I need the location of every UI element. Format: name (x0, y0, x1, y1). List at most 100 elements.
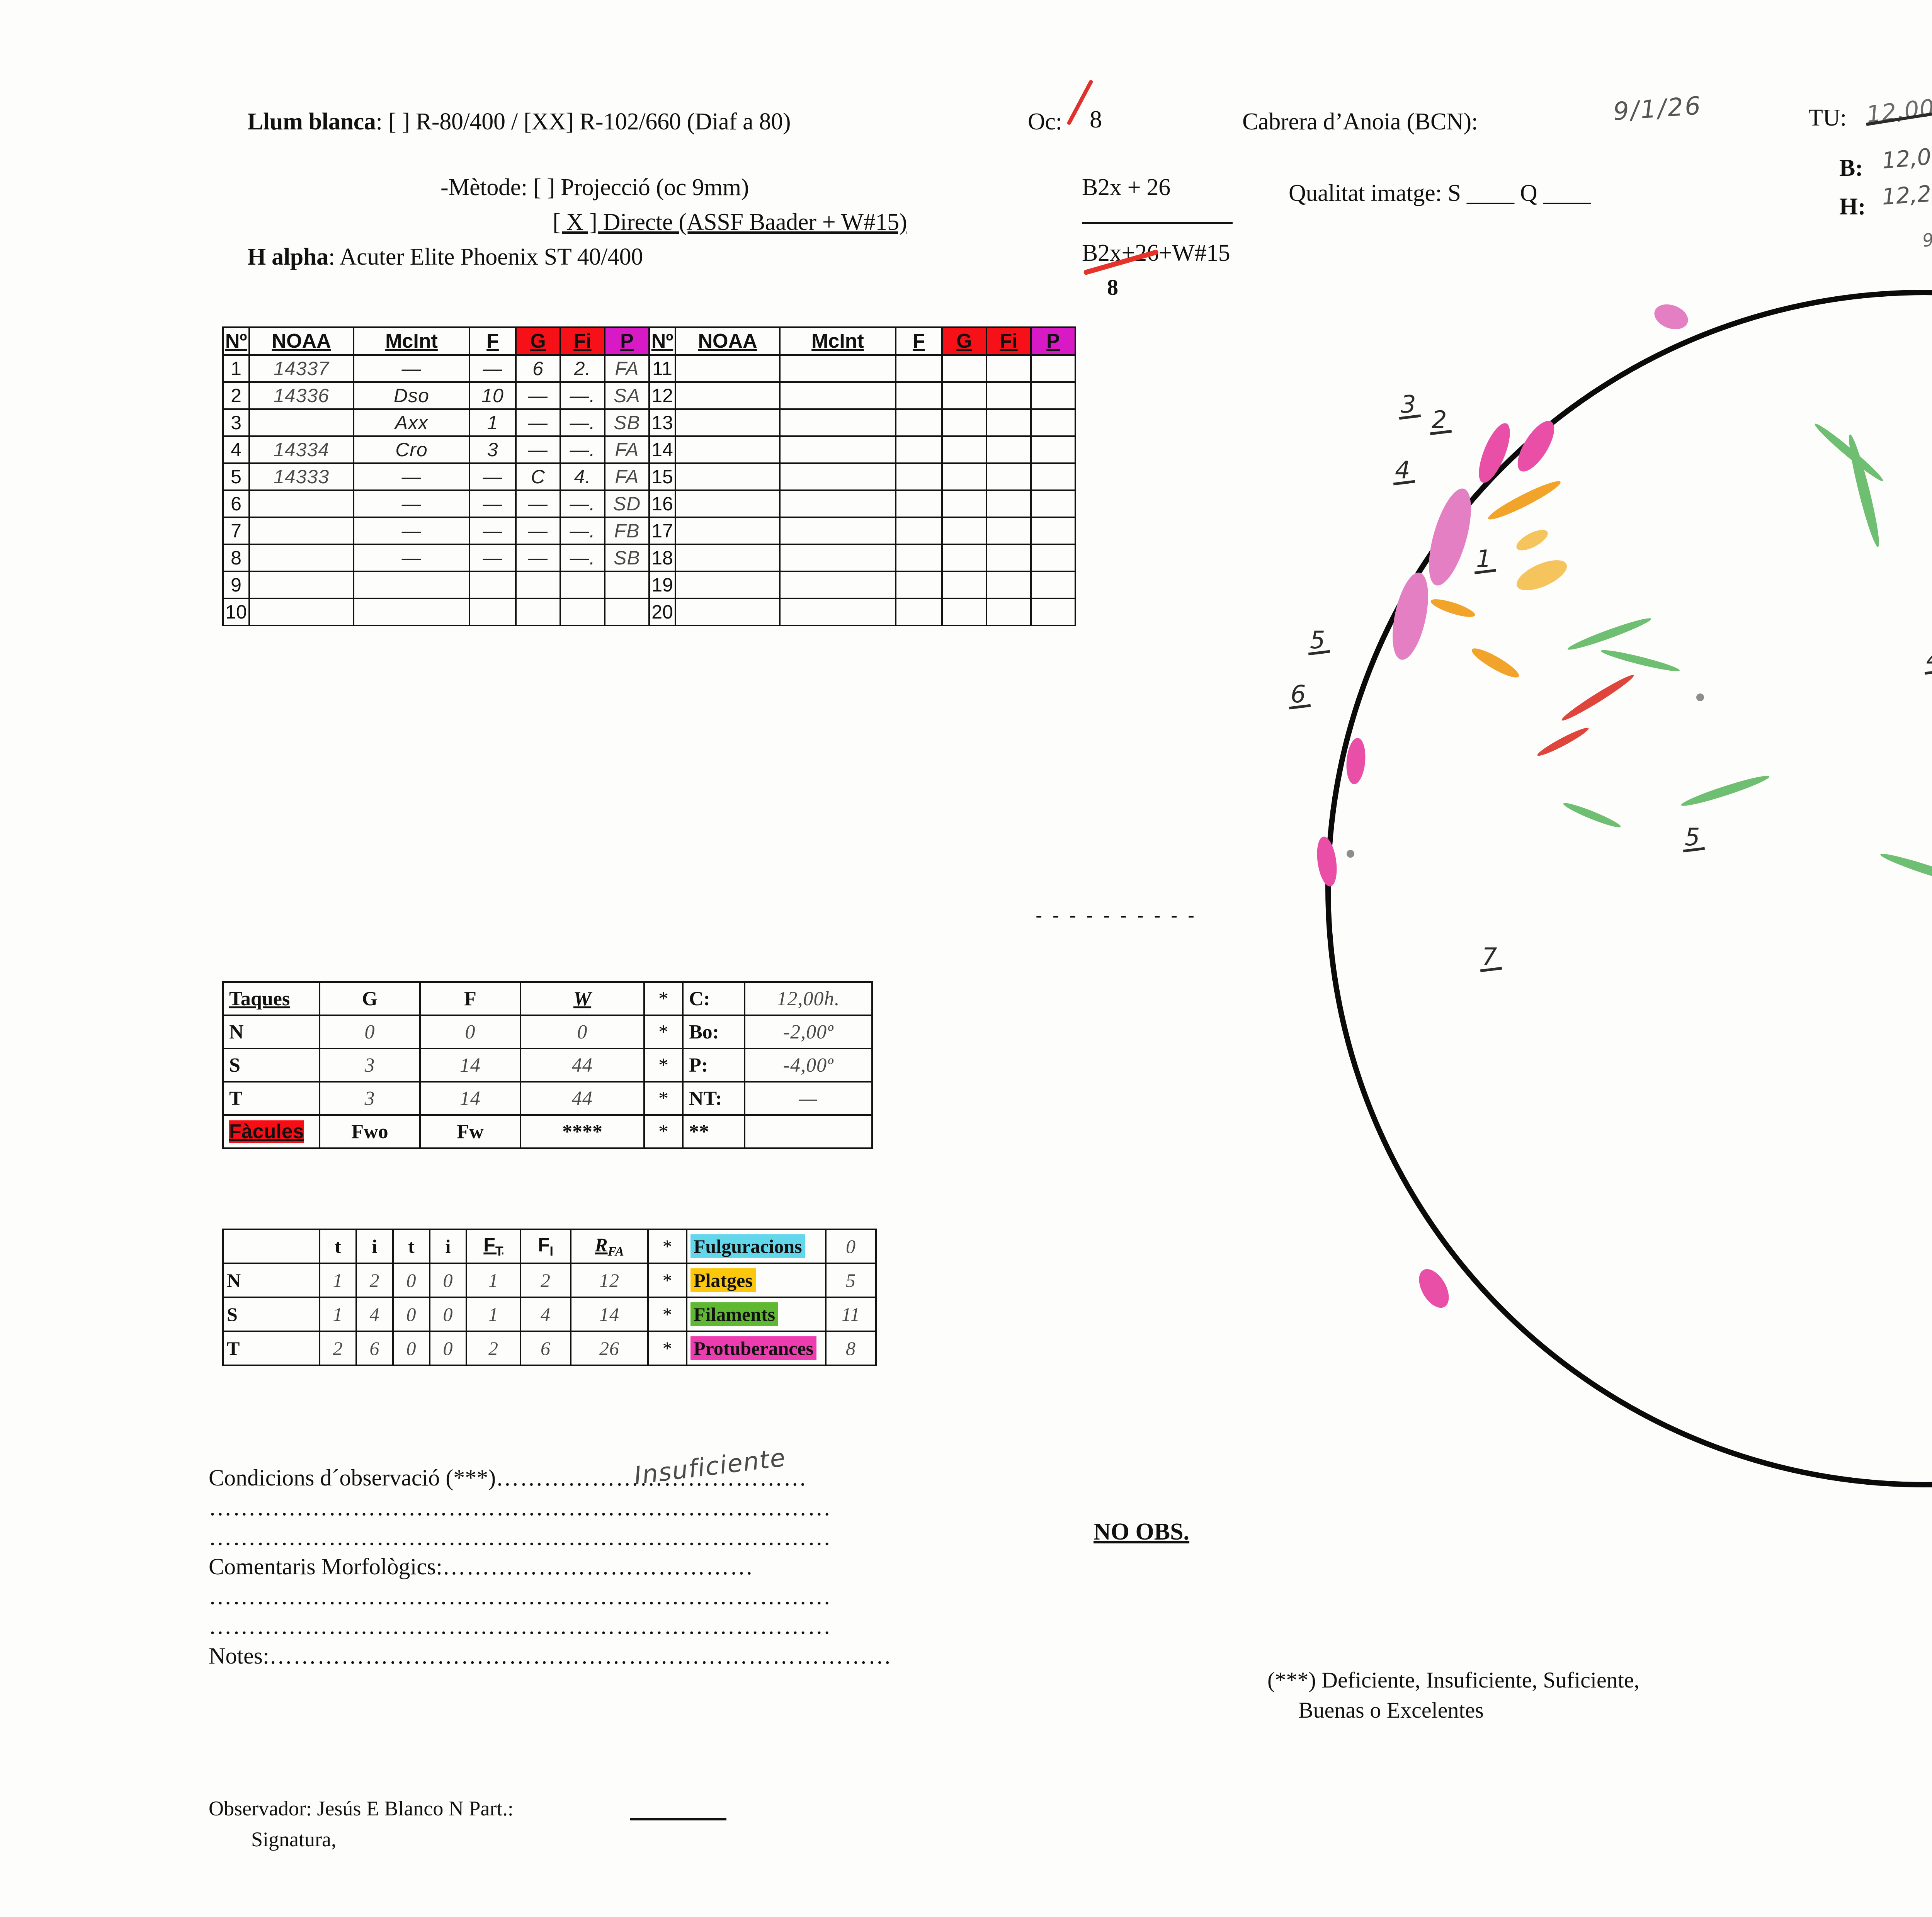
noaa-cell-fi-right (986, 517, 1032, 545)
taques-n-value: -2,00º (744, 1015, 873, 1049)
condicions-line: Condicions d´observació (***)……………………………… (209, 1465, 808, 1490)
noaa-cell-mcint-right (779, 517, 896, 545)
noaa-cell-mcint-right (779, 489, 896, 518)
facules-fwo: Fwo (319, 1114, 421, 1149)
th-mcint-left: McInt (353, 326, 470, 356)
noaa-cell-mcint-right (779, 408, 896, 437)
noaa-cell-mcint-right (779, 354, 896, 383)
th-num-right: Nº (648, 326, 676, 356)
taques-s-value: -4,00º (744, 1048, 873, 1083)
noaa-cell-f: — (469, 544, 517, 572)
taques-n-key: Bo: (682, 1015, 745, 1049)
facules-keystars: ** (682, 1114, 745, 1149)
legend-line-2: Buenas o Excelentes (1298, 1698, 1484, 1723)
noaa-cell-fi-right (986, 544, 1032, 572)
noaa-row-num: 9 (222, 571, 250, 599)
noaa-cell-mcint: — (353, 517, 470, 545)
th-mcint-right: McInt (779, 326, 896, 356)
fulg-n-i1: 2 (355, 1263, 394, 1298)
halpha-text: : Acuter Elite Phoenix ST 40/400 (328, 244, 643, 270)
noaa-cell-noaa-right (675, 354, 781, 383)
table-header-row: Nº NOAA McInt F G Fi P Nº NOAA McInt F G… (222, 326, 1076, 356)
fulg-n-t2: 0 (392, 1263, 430, 1298)
noaa-cell-f-right (895, 462, 943, 491)
fulg-s-fi: 4 (520, 1297, 571, 1332)
fulg-th-star-0: * (647, 1229, 687, 1264)
taques-nt-key: NT: (682, 1081, 745, 1116)
noaa-cell-p (604, 598, 650, 626)
taques-header-g: G (319, 981, 421, 1016)
fulg-t-t1: 2 (319, 1331, 357, 1366)
table-row: N 0 0 0 * Bo: -2,00º (222, 1015, 873, 1049)
small-spot-mark (1347, 850, 1354, 858)
noaa-cell-g: — (515, 489, 561, 518)
noaa-cell-noaa-right (675, 435, 781, 464)
table-row: T 2 6 0 0 2 6 26 * Protuberances 8 (222, 1331, 877, 1366)
fulg-star-3: * (647, 1331, 687, 1366)
comentaris-line: Comentaris Morfològics:………………………………… (209, 1554, 754, 1580)
noaa-cell-mcint (353, 598, 470, 626)
noaa-cell-f (469, 598, 517, 626)
taques-t-w: 44 (520, 1081, 645, 1116)
b2x26-line-1: B2x + 26 (1082, 174, 1170, 201)
dots-line-4: …………………………………………………………………… (209, 1613, 832, 1639)
dashed-separator: - - - - - - - - - - (1036, 904, 1197, 927)
noaa-cell-fi-right (986, 381, 1032, 410)
noaa-cell-g-right (941, 489, 987, 518)
fulguracions-table: t i t i FT FI RFA * Fulguracions 0 N 1 2… (222, 1229, 877, 1366)
taques-header-value: 12,00h. (744, 981, 873, 1016)
noaa-row-num: 1 (222, 354, 250, 383)
noaa-cell-fi-right (986, 489, 1032, 518)
noaa-cell-mcint (353, 571, 470, 599)
noaa-row-num-right: 19 (648, 571, 676, 599)
b-time-value: 12,05 (1881, 142, 1932, 174)
noaa-cell-p-right (1030, 354, 1076, 383)
h-time-value: 12,24 (1881, 179, 1932, 210)
noaa-cell-f (469, 571, 517, 599)
taques-header-key: C: (682, 981, 745, 1016)
fulg-th-i1: i (355, 1229, 394, 1264)
noaa-cell-g-right (941, 354, 987, 383)
taques-n-f: 0 (419, 1015, 521, 1049)
noaa-cell-p: SA (604, 381, 650, 410)
h-time-label: H: (1839, 194, 1866, 220)
oc-value: 8 (1090, 105, 1102, 133)
small-spot-mark (1696, 693, 1704, 701)
noaa-cell-mcint: Cro (353, 435, 470, 464)
noaa-cell-f-right (895, 517, 943, 545)
fulg-header-row: t i t i FT FI RFA * Fulguracions 0 (222, 1229, 877, 1264)
taques-header-row: Taques G F W * C: 12,00h. (222, 981, 873, 1016)
noaa-cell-fi-right (986, 408, 1032, 437)
table-row: 3 Axx 1— —. SB 13 (222, 408, 1076, 437)
noaa-row-num: 5 (222, 462, 250, 491)
noaa-cell-mcint: Axx (353, 408, 470, 437)
eight-print-value: 8 (1107, 275, 1118, 300)
noaa-cell-noaa: 14334 (248, 435, 354, 464)
fulg-n-rfa: 12 (570, 1263, 649, 1298)
noaa-cell-p-right (1030, 462, 1076, 491)
noaa-row-num-right: 14 (648, 435, 676, 464)
fulg-s-i2: 0 (429, 1297, 467, 1332)
facules-fw: Fw (419, 1114, 521, 1149)
tu-label: TU: (1808, 105, 1847, 131)
taques-s-w: 44 (520, 1048, 645, 1083)
noaa-cell-noaa (248, 489, 354, 518)
th-g-right: G (941, 326, 987, 356)
th-p-left: P (604, 326, 650, 356)
noaa-row-num: 3 (222, 408, 250, 437)
fulg-row-label-t: T (222, 1331, 320, 1366)
taques-row-label-t: T (222, 1081, 320, 1116)
noaa-cell-g: C (515, 462, 561, 491)
fulg-th-t2: t (392, 1229, 430, 1264)
noaa-cell-fi: 4. (560, 462, 605, 491)
legend-line-1: (***) Deficiente, Insuficiente, Suficien… (1267, 1667, 1640, 1693)
header-block: Llum blanca: [ ] R-80/400 / [XX] R-102/6… (0, 0, 1932, 300)
fulg-star-1: * (647, 1263, 687, 1298)
taques-s-g: 3 (319, 1048, 421, 1083)
noaa-row-num-right: 16 (648, 489, 676, 518)
tag-platges: Platges (686, 1263, 827, 1298)
noaa-cell-p-right (1030, 489, 1076, 518)
legend-block: (***) Deficiente, Insuficiente, Suficien… (1267, 1665, 1639, 1726)
table-row: N 1 2 0 0 1 2 12 * Platges 5 (222, 1263, 877, 1298)
th-fi-left: Fi (560, 326, 605, 356)
